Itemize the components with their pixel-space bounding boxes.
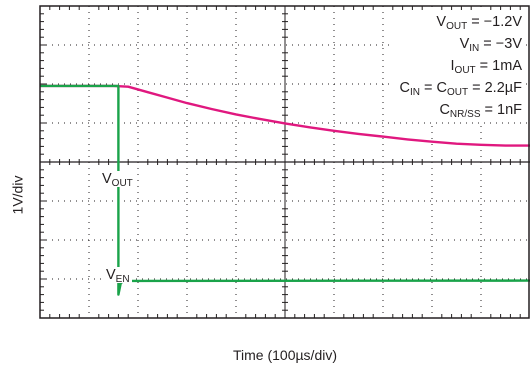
y-axis-label-text: 1V/div [9,175,26,215]
condition-vout: VOUT = −1.2V [436,14,522,32]
trace-label-vout: VOUT [100,171,135,189]
x-axis-label: Time (100µs/div) [232,347,337,363]
condition-vin: VIN = −3V [459,36,522,54]
test-conditions: VOUT = −1.2V VIN = −3V IOUT = 1mA CIN = … [391,11,524,121]
condition-iout: IOUT = 1mA [450,58,522,76]
y-axis-label: 1V/div [2,160,32,230]
trace-label-ven: VEN [104,267,132,285]
condition-cnr: CNR/SS = 1nF [439,102,522,120]
trace-vout [40,84,530,147]
condition-capacitance: CIN = COUT = 2.2µF [399,80,523,98]
plot-frame [39,5,530,319]
